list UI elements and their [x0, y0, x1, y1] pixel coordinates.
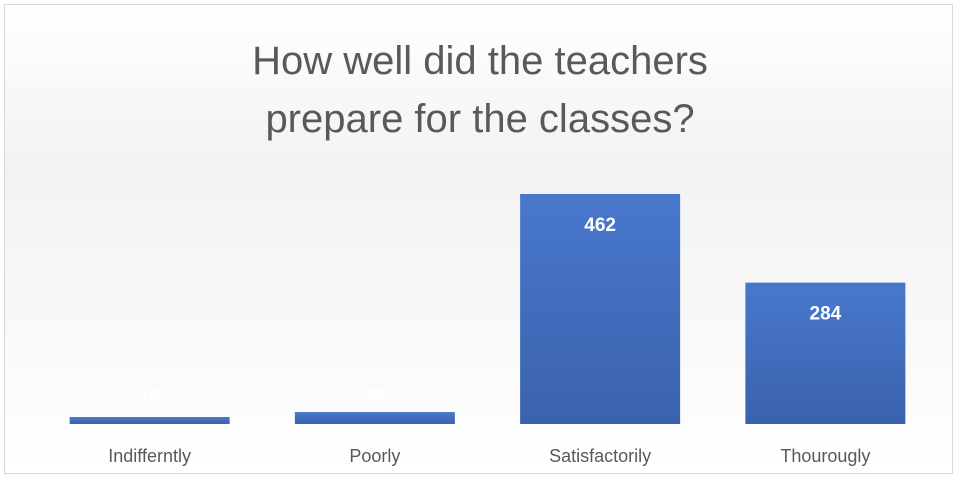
bar [294, 412, 455, 424]
data-label: 462 [584, 215, 616, 236]
bar [69, 417, 230, 424]
data-label: 14 [139, 386, 161, 407]
data-label: 24 [364, 386, 386, 407]
bar [520, 194, 681, 424]
bar [745, 282, 906, 424]
x-tick-label: Thourougly [780, 446, 870, 466]
x-tick-label: Poorly [349, 446, 400, 466]
x-tick-label: Indifferntly [108, 446, 191, 466]
data-label: 284 [810, 304, 842, 325]
chart-title: How well did the teachers prepare for th… [252, 39, 708, 141]
x-tick-label: Satisfactorily [549, 446, 651, 466]
